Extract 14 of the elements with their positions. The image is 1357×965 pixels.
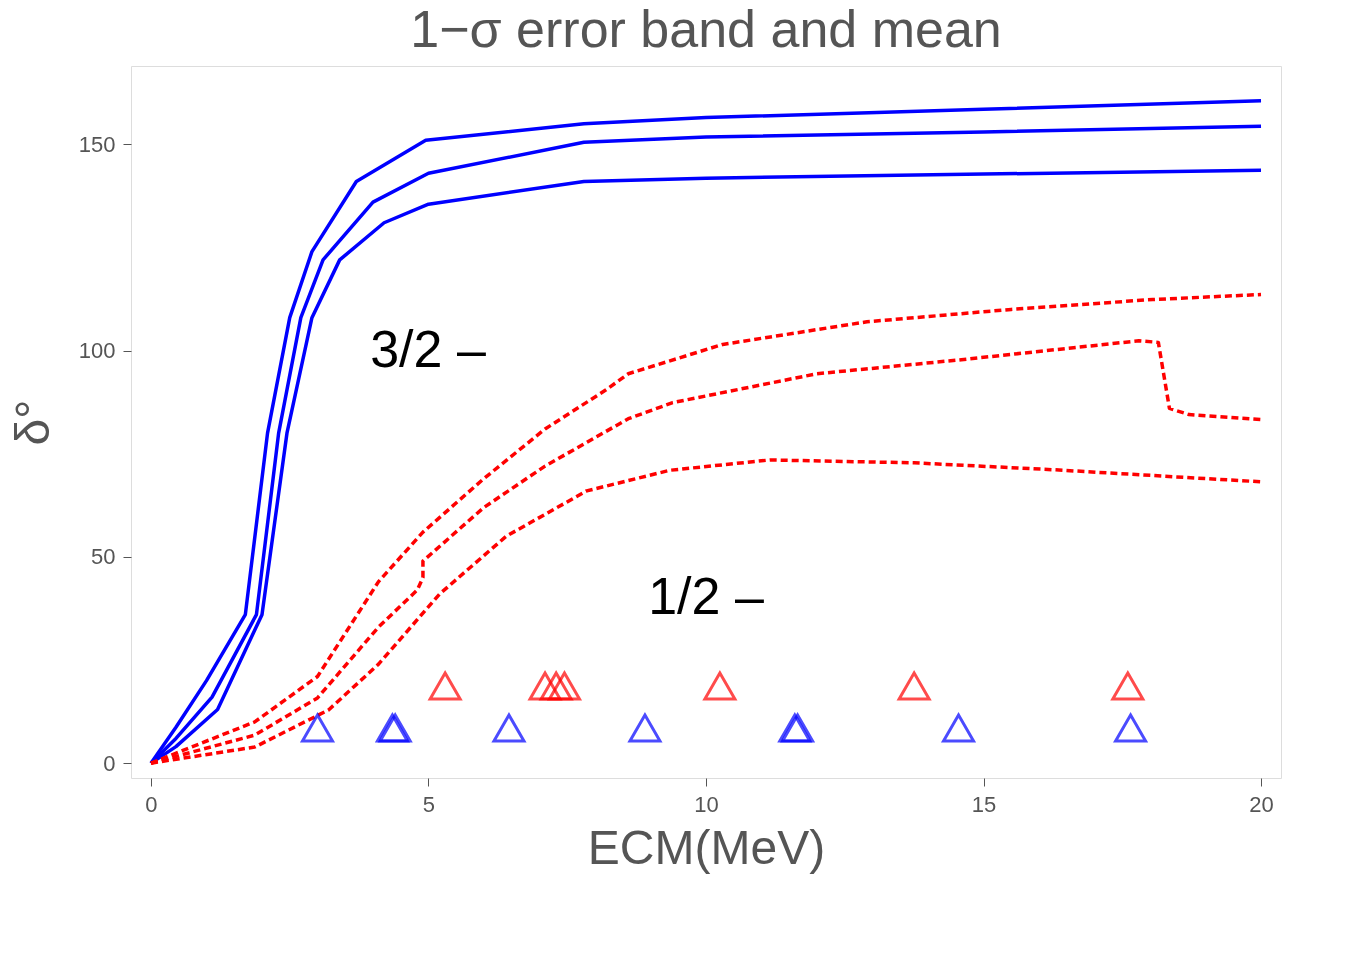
y-axis-title: δ° (5, 399, 59, 446)
x-tick-label: 10 (694, 791, 719, 817)
annotation: 3/2 – (370, 320, 486, 378)
x-tick-label: 5 (422, 791, 436, 817)
x-tick-label: 0 (145, 791, 158, 817)
annotation: 1/2 – (648, 567, 764, 625)
x-axis-title: ECM(MeV) (587, 820, 826, 874)
y-tick-label: 150 (78, 131, 116, 157)
y-tick-label: 50 (91, 544, 116, 570)
y-tick-label: 100 (78, 338, 116, 364)
x-tick-label: 20 (1249, 791, 1274, 817)
y-tick-label: 0 (103, 750, 116, 776)
chart-title: 1−σ error band and mean (410, 0, 1002, 58)
x-tick-label: 15 (971, 791, 997, 817)
